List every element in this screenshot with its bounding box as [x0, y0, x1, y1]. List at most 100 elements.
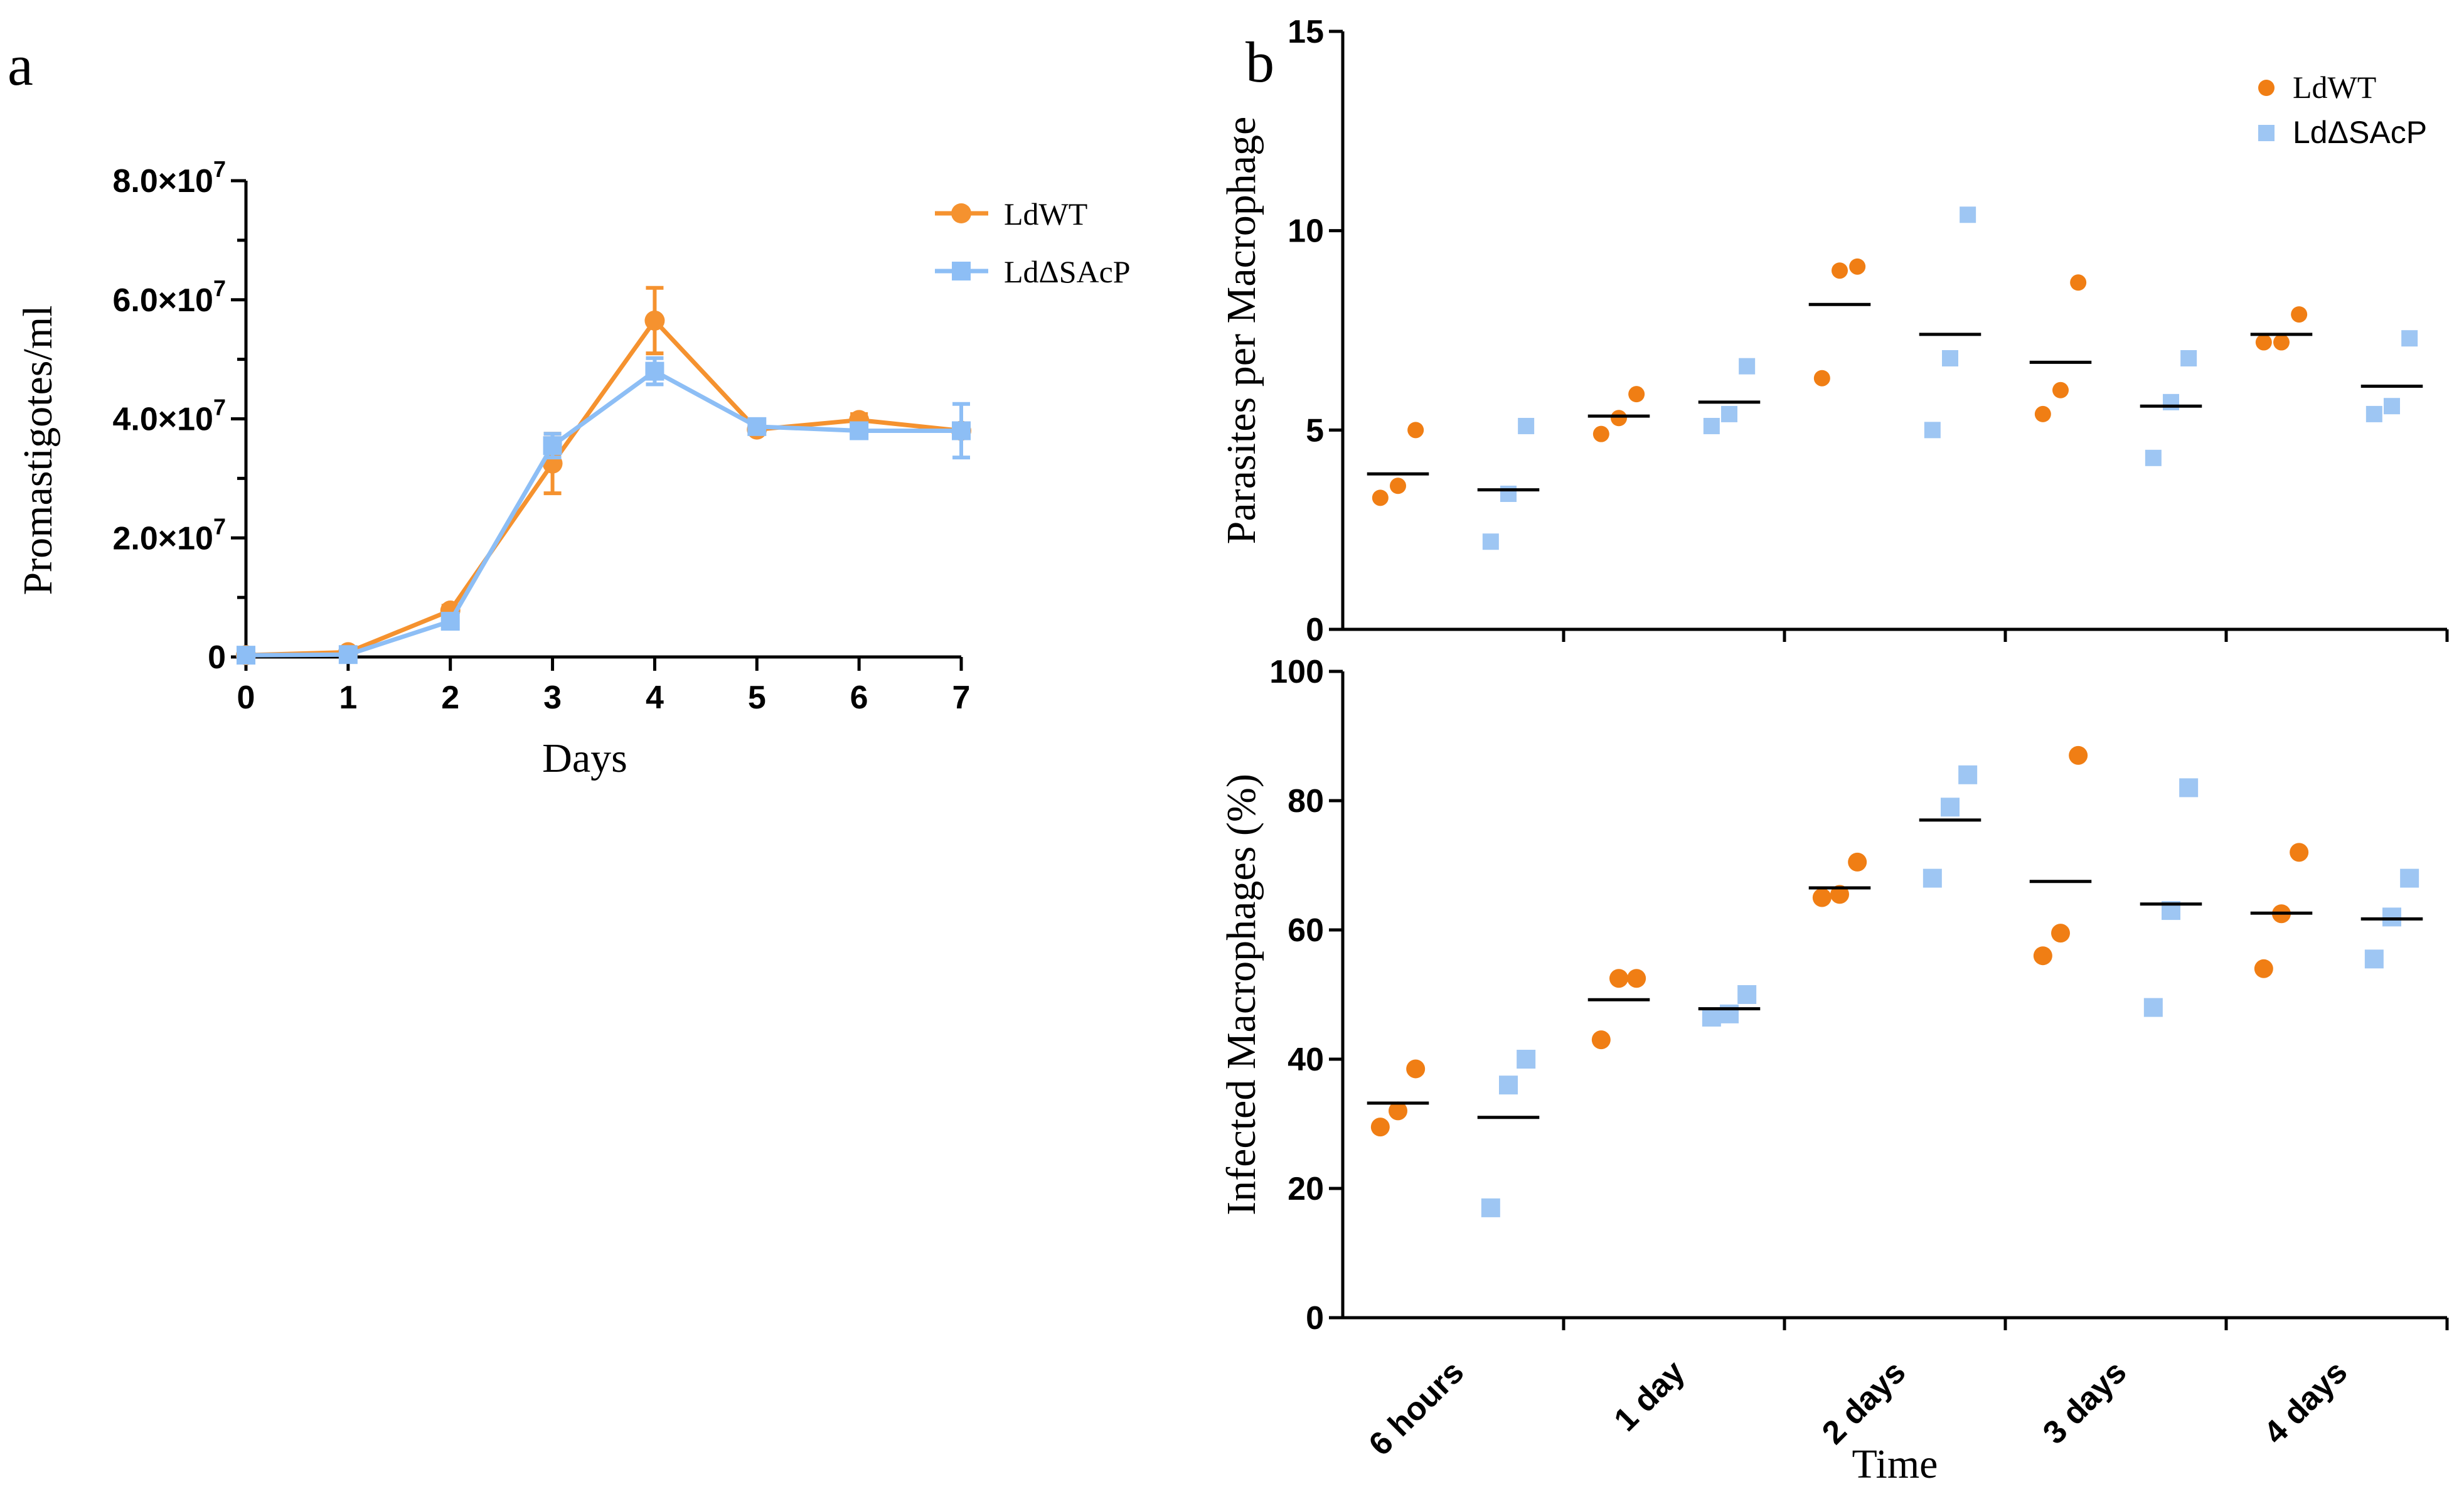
x-tick-label: 2 [441, 680, 459, 716]
data-point-ldwt [1848, 852, 1867, 872]
data-point-ldwt [1592, 425, 1609, 442]
data-point-ldsacp [2365, 405, 2382, 422]
data-point-ldwt [2069, 745, 2088, 765]
legend-marker-ldwt [951, 203, 971, 223]
data-point-ldwt [2051, 924, 2070, 943]
x-tick-label: 6 [850, 680, 868, 716]
y-tick-label: 2.0×107 [112, 513, 226, 557]
data-point-ldwt [2034, 405, 2051, 422]
data-point-ldwt [1390, 478, 1406, 494]
legend-label-ldsacp: LdΔSAcP [2293, 115, 2427, 150]
panel-b-top-chart: 0 5 10 15 Parasites per Macrophage LdWT LdΔSAc… [1219, 14, 2449, 648]
data-point-ldwt [1611, 410, 1627, 427]
data-point-ldsacp [2400, 868, 2419, 888]
series-line-ldwt [245, 317, 962, 658]
y-tick-label: 15 [1288, 14, 1324, 50]
data-point-ldsacp [1737, 985, 1757, 1004]
x-tick-label: 1 [339, 680, 357, 716]
data-point-ldsacp [237, 646, 255, 665]
data-point-ldsacp [2364, 949, 2384, 969]
x-tick-label: 7 [952, 680, 971, 716]
data-point-ldwt [2070, 274, 2087, 291]
y-tick-label: 0 [208, 639, 226, 676]
data-point-ldwt [1849, 258, 1866, 275]
panel-a-chart: 0 2.0×107 4.0×107 6.0×107 8.0×107 0 1 2 3 4 5 6 7 Day… [15, 156, 1131, 781]
y-tick-label: 6.0×107 [112, 275, 226, 319]
data-point-ldwt [1372, 489, 1389, 506]
data-point-ldsacp [1941, 798, 1960, 817]
category-label: 4 days [2257, 1353, 2354, 1451]
x-axis-title: Time [1852, 1441, 1938, 1487]
data-point-ldsacp [2382, 907, 2401, 927]
legend-label-ldsacp: LdΔSAcP [1004, 254, 1131, 289]
x-axis-title: Days [542, 735, 627, 781]
data-point-ldsacp [850, 421, 869, 440]
data-point-ldsacp [1924, 422, 1941, 439]
category-label: 1 day [1607, 1353, 1692, 1438]
data-point-ldsacp [1942, 350, 1958, 366]
data-point-ldsacp [1517, 1050, 1536, 1069]
data-point-ldsacp [1518, 417, 1535, 434]
data-point-ldwt [1812, 888, 1832, 907]
y-axis-title: Promastigotes/ml [15, 306, 61, 595]
data-point-ldsacp [747, 417, 767, 436]
data-point-ldsacp [1703, 417, 1720, 434]
data-point-ldsacp [1481, 1198, 1500, 1217]
y-tick-label: 60 [1288, 912, 1324, 949]
data-point-ldsacp [1958, 765, 1978, 784]
data-point-ldsacp [2143, 998, 2163, 1017]
y-tick-label: 10 [1288, 213, 1324, 250]
panel-b-bottom-chart: 0 20 40 60 80 100 6 hours 1 day 2 days 3 days 4 da… [1219, 654, 2449, 1487]
data-point-ldwt [1609, 969, 1628, 988]
x-tick-label: 4 [646, 680, 664, 716]
data-point-ldsacp [2384, 398, 2400, 415]
data-point-ldwt [2254, 959, 2273, 978]
x-tick-label: 5 [748, 680, 766, 716]
data-point-ldsacp [1702, 1008, 1721, 1027]
data-point-ldwt [1389, 1101, 1407, 1121]
data-point-ldwt [2273, 334, 2290, 351]
data-point-ldsacp [2179, 778, 2199, 798]
data-point-ldsacp [440, 612, 460, 631]
data-point-ldsacp [543, 436, 562, 456]
y-tick-label: 100 [1269, 654, 1324, 690]
y-tick-label: 8.0×107 [112, 156, 226, 200]
y-tick-label: 20 [1288, 1171, 1324, 1207]
data-point-ldsacp [1500, 485, 1517, 502]
data-point-ldsacp [2180, 350, 2197, 366]
data-point-ldwt [1370, 1118, 1390, 1137]
data-point-ldwt [2052, 382, 2069, 398]
legend-marker-ldwt [2258, 80, 2275, 96]
data-point-ldsacp [1923, 868, 1942, 888]
data-point-ldsacp [1721, 405, 1737, 422]
data-point-ldsacp [338, 645, 358, 664]
legend-label-ldwt: LdWT [2293, 70, 2376, 105]
data-point-ldsacp [2145, 449, 2162, 466]
data-point-ldwt [1628, 386, 1645, 403]
data-point-ldsacp [2401, 330, 2418, 347]
data-point-ldwt [1407, 422, 1424, 439]
data-point-ldwt [1830, 885, 1849, 904]
data-point-ldwt [2255, 334, 2272, 351]
y-tick-label: 40 [1288, 1042, 1324, 1078]
data-point-ldwt [1591, 1030, 1611, 1050]
category-label: 3 days [2036, 1353, 2133, 1451]
data-point-ldwt [1627, 969, 1646, 988]
series-line-ldsacp [245, 368, 961, 658]
data-point-ldsacp [952, 421, 971, 440]
data-point-ldwt [1406, 1059, 1426, 1079]
data-point-ldsacp [1482, 533, 1499, 550]
y-axis-title: Infected Macrophages (%) [1219, 774, 1264, 1215]
category-label: 6 hours [1362, 1353, 1471, 1463]
y-tick-label: 80 [1288, 783, 1324, 819]
y-tick-label: 5 [1306, 412, 1324, 449]
panel-a-letter: a [8, 33, 33, 97]
y-tick-label: 0 [1306, 1300, 1324, 1337]
data-point-ldwt [2290, 843, 2309, 862]
data-point-ldwt [644, 310, 665, 331]
data-point-ldsacp [2163, 393, 2179, 410]
panel-b-letter: b [1245, 30, 1274, 94]
legend-label-ldwt: LdWT [1004, 196, 1087, 232]
y-tick-label: 0 [1306, 612, 1324, 648]
